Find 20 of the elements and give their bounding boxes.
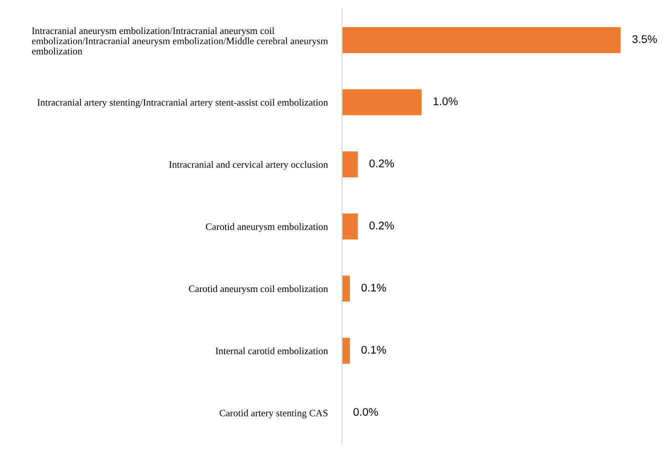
bar: [342, 213, 358, 240]
y-tick-label: Carotid aneurysm coil embolization: [188, 285, 328, 294]
bar: [342, 151, 358, 178]
data-label: 0.1%: [361, 346, 386, 354]
bar: [342, 27, 621, 54]
y-tick-label: Carotid artery stenting CAS: [220, 410, 328, 418]
y-tick-label: Internal carotid embolization: [216, 347, 328, 354]
data-label: 0.2%: [369, 222, 394, 230]
y-tick-label: Intracranial and cervical artery occlusion: [169, 161, 328, 170]
data-label: 0.1%: [361, 284, 386, 292]
y-tick-label: Intracranial artery stenting/Intracranial artery stent-assist coil embolization: [37, 98, 328, 108]
data-label: 0.2%: [369, 159, 394, 168]
bar: [342, 276, 350, 302]
data-label: 1.0%: [434, 97, 458, 106]
y-tick-label: Carotid aneurysm embolization: [206, 223, 328, 232]
data-label: 3.5%: [632, 35, 657, 44]
bar: [342, 89, 422, 116]
data-label: 0.0%: [354, 408, 378, 416]
y-tick-label: Intracranial aneurysm embolization/Intracranial aneurysm coil embolization/Intracranial aneurysm embolization/Middle cerebral aneurysm embolization: [32, 27, 328, 54]
bar: [342, 338, 350, 364]
